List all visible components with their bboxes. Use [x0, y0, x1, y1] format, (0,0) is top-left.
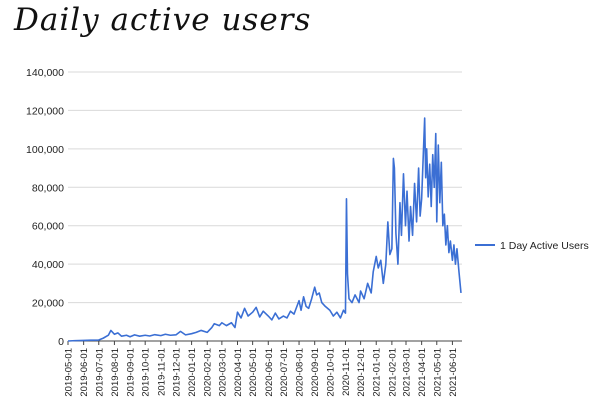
- x-tick-label: 2020-12-01: [356, 348, 367, 397]
- x-tick-label: 2019-05-01: [64, 348, 75, 397]
- y-tick-label: 0: [58, 336, 64, 348]
- x-tick-label: 2020-09-01: [310, 348, 321, 397]
- x-tick-label: 2020-03-01: [217, 348, 228, 397]
- x-tick-label: 2020-01-01: [187, 348, 198, 397]
- x-tick-label: 2020-06-01: [264, 348, 275, 397]
- series-lines: [67, 117, 462, 342]
- x-tick-label: 2019-07-01: [94, 348, 105, 397]
- x-axis-tick-labels: 2019-05-01 2019-06-01 2019-07-01 2019-08-01…: [64, 341, 459, 397]
- gridlines: [68, 71, 462, 342]
- x-tick-label: 2021-03-01: [402, 348, 413, 397]
- x-tick-label: 2019-11-01: [156, 348, 167, 396]
- x-tick-label: 2020-07-01: [279, 348, 290, 397]
- x-tick-label: 2019-08-01: [110, 348, 121, 397]
- x-tick-label: 2021-01-01: [372, 348, 383, 397]
- series-line: [67, 117, 462, 342]
- x-tick-label: 2021-02-01: [387, 348, 398, 397]
- x-tick-label: 2019-12-01: [171, 348, 182, 397]
- y-tick-label: 60,000: [32, 221, 64, 233]
- y-axis-tick-labels: 0 20,000 40,000 60,000 80,000 100,000 120,000 1…: [26, 67, 64, 348]
- x-tick-label: 2021-05-01: [432, 348, 443, 397]
- y-tick-label: 140,000: [26, 67, 64, 79]
- legend-label: 1 Day Active Users: [500, 240, 589, 252]
- chart-title: Daily active users: [14, 2, 312, 38]
- x-tick-label: 2021-04-01: [417, 348, 428, 397]
- x-tick-label: 2020-08-01: [295, 348, 306, 397]
- x-tick-label: 2019-06-01: [79, 348, 90, 397]
- x-tick-label: 2021-06-01: [448, 348, 459, 397]
- y-tick-label: 100,000: [26, 144, 64, 156]
- y-tick-label: 80,000: [32, 182, 64, 194]
- x-tick-label: 2020-05-01: [248, 348, 259, 397]
- x-tick-label: 2020-11-01: [341, 348, 352, 396]
- legend: 1 Day Active Users: [475, 240, 589, 252]
- y-tick-label: 120,000: [26, 105, 64, 117]
- x-tick-label: 2020-10-01: [325, 348, 336, 397]
- y-tick-label: 20,000: [32, 298, 64, 310]
- x-tick-label: 2020-02-01: [203, 348, 214, 397]
- x-tick-label: 2019-10-01: [141, 348, 152, 397]
- x-tick-label: 2020-04-01: [233, 348, 244, 397]
- x-tick-label: 2019-09-01: [126, 348, 137, 397]
- y-tick-label: 40,000: [32, 259, 64, 271]
